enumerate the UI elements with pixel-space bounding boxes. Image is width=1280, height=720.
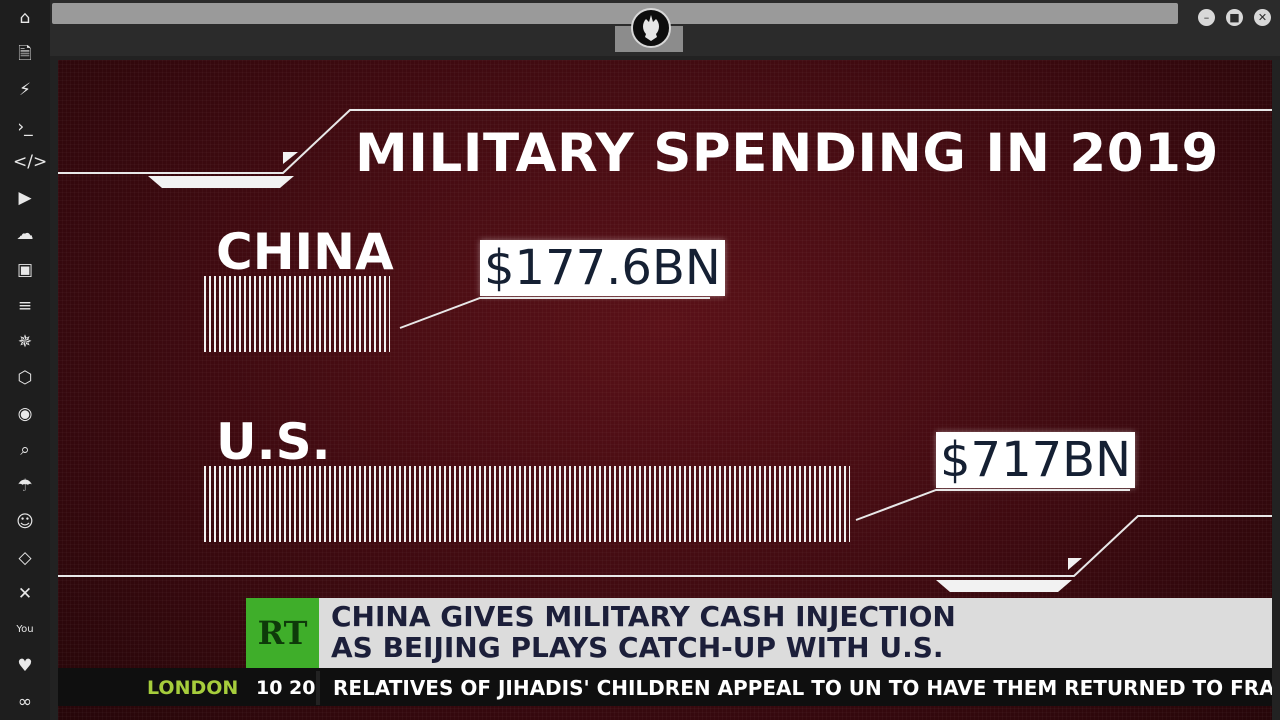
code-icon[interactable]: </>: [13, 152, 48, 172]
graphic-frame-lines: [58, 109, 1272, 592]
graphic-headline: MILITARY SPENDING IN 2019: [355, 123, 1219, 184]
sidebar: ⌂ 🗎 ⚡ ›_ </> ▶ ☁ ▣ ≡ ✵ ⬡ ◉ ⌕ ☂ ☺ ◇ ✕ You ♥ ∞: [0, 0, 50, 720]
umbrella-icon[interactable]: ☂: [17, 476, 33, 496]
play-icon[interactable]: ▶: [18, 188, 32, 208]
rt-logo: RT: [246, 598, 319, 668]
rebel-alliance-logo-icon[interactable]: [631, 8, 671, 48]
top-bar: [50, 0, 1280, 56]
news-headline-line-2: AS BEIJING PLAYS CATCH-UP WITH U.S.: [331, 631, 944, 664]
ticker-text: RELATIVES OF JIHADIS' CHILDREN APPEAL TO…: [333, 676, 1272, 700]
china-bar: [204, 276, 390, 352]
contact-icon[interactable]: ☺: [16, 512, 34, 532]
document-icon[interactable]: 🗎: [18, 44, 32, 64]
youtube-icon[interactable]: You: [16, 624, 34, 635]
hexagon-icon[interactable]: ⬡: [17, 368, 33, 388]
close-button[interactable]: ✕: [1254, 9, 1271, 26]
ticker-separator: [316, 671, 320, 705]
cloud-icon[interactable]: ☁: [16, 224, 34, 244]
maximize-button[interactable]: ■: [1226, 9, 1243, 26]
code-tag-icon[interactable]: ◇: [18, 548, 32, 568]
headline-band: [319, 598, 1272, 668]
heart-icon[interactable]: ♥: [17, 656, 33, 676]
infinity-icon[interactable]: ∞: [17, 692, 33, 712]
ticker-time: 10 20: [256, 677, 316, 699]
bolt-icon[interactable]: ⚡: [19, 80, 31, 100]
china-value-label: $177.6BN: [480, 240, 725, 296]
news-ticker: [58, 668, 1272, 706]
ticker-city: LONDON: [147, 677, 239, 699]
image-icon[interactable]: ▣: [16, 260, 34, 280]
us-label: U.S.: [216, 413, 331, 471]
search-icon[interactable]: ⌕: [20, 440, 30, 460]
home-icon[interactable]: ⌂: [19, 8, 31, 28]
terminal-icon[interactable]: ›_: [17, 117, 33, 137]
us-bar: [204, 466, 850, 542]
us-value-label: $717BN: [936, 432, 1135, 488]
expand-icon[interactable]: ✕: [17, 584, 33, 604]
china-label: CHINA: [216, 223, 394, 281]
news-headline-line-1: CHINA GIVES MILITARY CASH INJECTION: [331, 600, 956, 633]
address-bar[interactable]: [52, 3, 1178, 24]
globe-icon[interactable]: ◉: [17, 404, 33, 424]
newspaper-icon[interactable]: ≡: [17, 296, 33, 316]
minimize-button[interactable]: –: [1198, 9, 1215, 26]
video-frame[interactable]: MILITARY SPENDING IN 2019 CHINA $177.6BN…: [58, 60, 1272, 720]
rebel-icon[interactable]: ✵: [17, 332, 33, 352]
